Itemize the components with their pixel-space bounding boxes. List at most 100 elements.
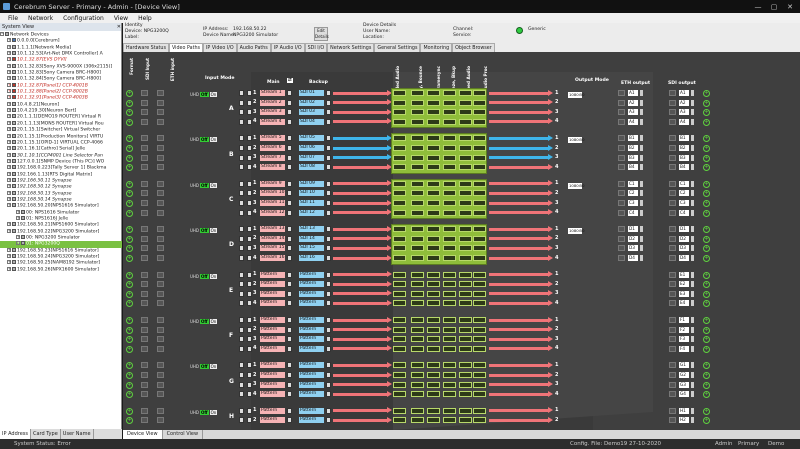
proc-cell[interactable] (411, 164, 424, 171)
swap-icon[interactable]: ⇄ (287, 78, 293, 83)
proc-cell[interactable] (427, 209, 440, 216)
main-source[interactable]: Stream 11 (260, 200, 285, 206)
backup-lock-icon[interactable] (326, 90, 331, 96)
sdi-output[interactable]: D4 (679, 255, 689, 261)
proc-cell[interactable] (393, 362, 406, 369)
proc-cell[interactable] (393, 164, 406, 171)
tab-ip-audio-i-o[interactable]: IP Audio I/O (270, 43, 305, 52)
proc-cell[interactable] (427, 336, 440, 343)
proc-cell[interactable] (393, 372, 406, 378)
backup-source[interactable]: Pattern (299, 417, 324, 424)
main-lock-icon[interactable] (287, 245, 292, 252)
proc-cell[interactable] (459, 290, 472, 297)
proc-cell[interactable] (443, 145, 456, 151)
tab-audio-paths[interactable]: Audio Paths (236, 43, 271, 52)
menu-configuration[interactable]: Configuration (63, 14, 104, 22)
backup-lock-icon[interactable] (326, 145, 331, 151)
proc-cell[interactable] (427, 290, 440, 297)
format-icon[interactable]: + (126, 245, 133, 253)
proc-cell[interactable] (393, 336, 406, 343)
main-source[interactable]: Pattern (260, 326, 285, 333)
proc-cell[interactable] (459, 180, 472, 187)
lock-icon[interactable] (247, 255, 252, 261)
sdi-output[interactable]: H2 (679, 417, 689, 424)
tab-hardware-status[interactable]: Hardware Status (123, 43, 169, 52)
lock-icon[interactable] (239, 154, 244, 161)
tree-node[interactable]: +00: NPG3200 Simulator (0, 235, 122, 241)
main-source[interactable]: Stream 16 (260, 255, 285, 261)
input-mode-toggle[interactable]: UHD Off On (190, 228, 218, 234)
input-mode-toggle[interactable]: UHD Off On (190, 273, 218, 279)
sdi-output[interactable]: B4 (679, 164, 689, 171)
expand-icon[interactable]: + (7, 260, 11, 265)
proc-cell[interactable] (473, 180, 486, 187)
lock-icon[interactable] (247, 109, 252, 116)
on-button[interactable]: On (209, 364, 218, 370)
proc-cell[interactable] (473, 281, 486, 288)
edit-details-button[interactable]: Edit Details (314, 27, 329, 41)
lock-icon[interactable] (239, 226, 244, 233)
maximize-button[interactable]: ▢ (770, 2, 778, 11)
format-icon[interactable]: + (126, 145, 133, 152)
tree-node[interactable]: +192.168.50.13 Synapse (0, 190, 122, 197)
backup-source[interactable]: SDI 03 (299, 109, 324, 116)
backup-lock-icon[interactable] (326, 290, 331, 297)
on-button[interactable]: On (209, 409, 218, 415)
backup-source[interactable]: SDI 16 (299, 255, 324, 261)
main-source[interactable]: Stream 1 (260, 90, 285, 96)
proc-cell[interactable] (459, 300, 472, 307)
proc-cell[interactable] (473, 164, 486, 171)
eth-output[interactable]: A3 (628, 109, 638, 116)
sdi-output-icon[interactable]: + (703, 417, 710, 425)
proc-cell[interactable] (443, 135, 456, 142)
backup-source[interactable]: Pattern (299, 290, 324, 297)
proc-cell[interactable] (459, 90, 472, 96)
expand-icon[interactable]: + (16, 209, 20, 214)
sdi-output[interactable]: A2 (679, 99, 689, 106)
proc-cell[interactable] (427, 381, 440, 388)
lock-icon[interactable] (239, 99, 244, 106)
backup-lock-icon[interactable] (326, 200, 331, 206)
sdi-output-icon[interactable]: + (703, 381, 710, 389)
main-lock-icon[interactable] (287, 118, 292, 125)
format-icon[interactable]: + (126, 281, 133, 289)
proc-cell[interactable] (393, 200, 406, 206)
proc-cell[interactable] (393, 245, 406, 252)
eth-output[interactable]: C4 (628, 209, 638, 216)
proc-cell[interactable] (459, 407, 472, 414)
format-icon[interactable]: + (126, 226, 133, 234)
tree-node[interactable]: +20.1.15.1[OPID-1] VIRTUAL CCP-4066 (0, 139, 122, 146)
backup-source[interactable]: Pattern (299, 271, 324, 278)
proc-cell[interactable] (443, 271, 456, 278)
menu-help[interactable]: Help (138, 14, 152, 22)
expand-icon[interactable]: + (7, 108, 11, 113)
proc-cell[interactable] (427, 417, 440, 424)
expand-icon[interactable]: + (16, 215, 20, 220)
lock-icon[interactable] (247, 235, 252, 242)
main-source[interactable]: Pattern (260, 300, 285, 307)
main-source[interactable]: Pattern (260, 391, 285, 398)
proc-cell[interactable] (473, 245, 486, 252)
expand-icon[interactable]: + (7, 44, 11, 49)
backup-lock-icon[interactable] (326, 336, 331, 343)
tree-node[interactable]: +192.168.50.24[NPG3200 Simulator] (0, 254, 122, 260)
off-button[interactable]: Off (200, 92, 209, 97)
sdi-output[interactable]: E4 (679, 300, 689, 307)
main-lock-icon[interactable] (287, 281, 292, 288)
proc-cell[interactable] (393, 180, 406, 187)
proc-cell[interactable] (411, 190, 424, 197)
proc-cell[interactable] (393, 154, 406, 161)
tree-root[interactable]: − Network Devices (0, 32, 49, 38)
proc-cell[interactable] (411, 209, 424, 216)
sdi-output-icon[interactable]: + (703, 326, 710, 334)
format-icon[interactable]: + (126, 407, 133, 415)
expand-icon[interactable]: + (7, 184, 11, 189)
tab-video-paths[interactable]: Video Paths (168, 43, 203, 52)
off-button[interactable]: Off (200, 228, 209, 234)
proc-cell[interactable] (459, 135, 472, 142)
on-button[interactable]: On (209, 137, 218, 143)
main-source[interactable]: Pattern (260, 271, 285, 278)
expand-icon[interactable]: + (7, 222, 11, 227)
lock-icon[interactable] (247, 372, 252, 378)
sdi-output[interactable]: D1 (679, 226, 689, 233)
